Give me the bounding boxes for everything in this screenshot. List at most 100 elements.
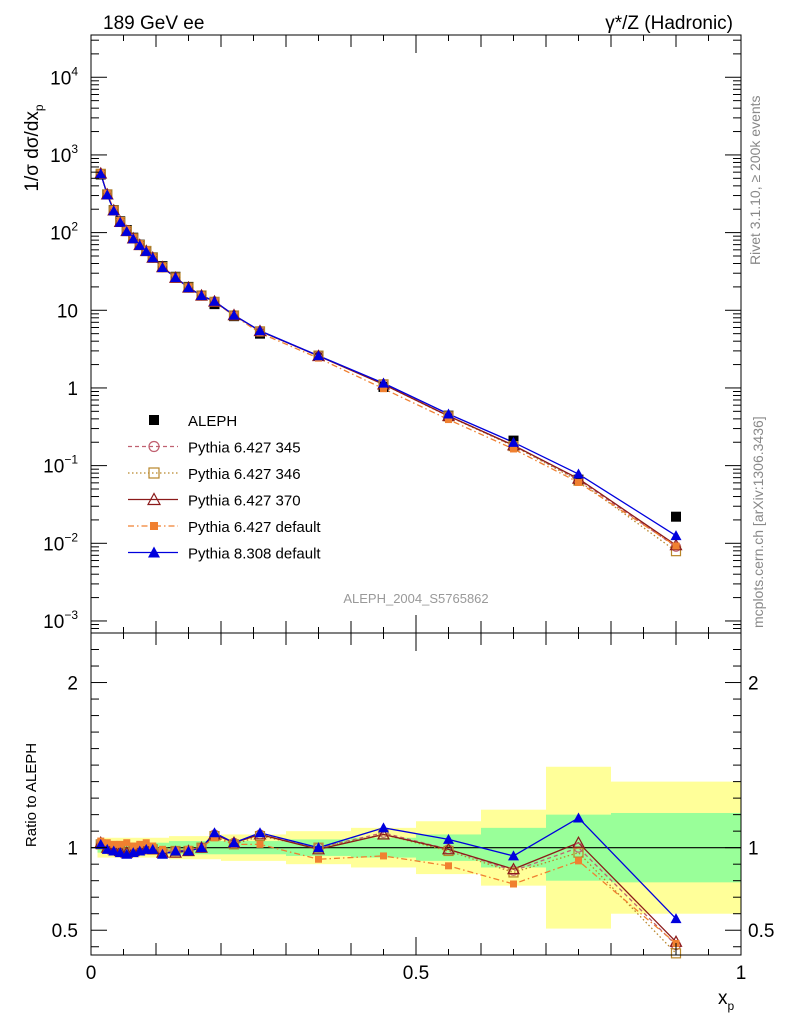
y-axis-label-sub: p [32,104,46,111]
series-point-4 [127,233,139,244]
legend-marker-1 [148,467,160,479]
ratio-point-3 [123,839,131,847]
series-point-3 [575,478,582,486]
ratio-point-3 [380,852,387,860]
y-tick-exp: −2 [64,530,78,544]
ratio-point-4 [573,812,584,823]
ratio-point-4 [670,913,682,924]
legend-marker-4 [148,546,160,558]
ratio-point-2 [506,862,521,875]
series-point-4 [196,289,207,300]
series-point-4 [228,309,240,320]
legend-label-2: Pythia 6.427 370 [188,493,301,510]
series-point-4 [114,216,126,227]
series-point-4 [170,271,181,282]
series-point-3 [510,445,517,453]
data-point [671,511,681,522]
y-tick-base: 10 [50,224,71,245]
ratio-tick-label-right: 0.5 [748,921,774,942]
series-point-4 [573,468,584,479]
y-tick-exp: 4 [71,64,78,78]
ratio-point-4 [183,845,194,856]
ratio-point-2 [376,827,391,840]
series-point-4 [147,252,159,263]
ratio-point-4 [209,827,220,838]
series-point-4 [443,408,454,419]
ratio-point-4 [101,843,113,854]
y-tick-exp: −1 [64,453,78,467]
ratio-y-axis-label: Ratio to ALEPH [23,743,40,847]
y-tick-exp: −3 [64,608,78,622]
ratio-point-3 [110,840,118,848]
ratio-point-1 [573,847,584,858]
ratio-point-3 [315,855,322,863]
x-tick-label: 1 [736,963,747,984]
series-point-4 [670,530,682,541]
ratio-point-4 [108,845,120,856]
series-point-4 [183,282,194,293]
ratio-point-4 [95,838,107,849]
ratio-point-3 [510,880,517,888]
svg-text:1/σ dσ/dxp: 1/σ dσ/dxp [22,104,46,192]
side-text-mcplots: mcplots.cern.ch [arXiv:1306.3436] [750,416,766,628]
y-tick-base: 10 [43,534,64,555]
legend: ALEPH Pythia 6.427 345 Pythia 6.427 346 Pyt… [128,413,321,563]
ratio-point-3 [129,842,137,850]
ratio-tick-label-right: 2 [748,674,759,695]
series-point-4 [209,295,220,306]
legend-marker-2 [146,492,162,506]
ratio-point-3 [445,862,452,870]
ratio-point-4 [254,827,266,838]
analysis-watermark: ALEPH_2004_S5765862 [343,591,488,606]
y-tick-label: 104 [50,64,78,89]
ratio-point-3 [103,839,111,847]
series-point-4 [95,168,107,179]
series-line-3 [100,172,677,547]
x-tick-label: 0 [86,963,97,984]
y-tick-label: 10 [57,301,78,322]
ratio-point-4 [508,850,519,861]
y-tick-base: 1 [67,379,78,400]
y-tick-label: 103 [50,142,78,167]
ratio-point-4 [114,847,126,858]
legend-label-data: ALEPH [188,413,237,430]
side-text-rivet: Rivet 3.1.10, ≥ 200k events [747,95,763,265]
series-point-4 [121,225,133,236]
ratio-point-3 [136,840,144,848]
series-line-0 [100,173,677,548]
y-tick-label: 102 [50,220,78,245]
x-axis-label: xp [718,988,735,1013]
x-axis-label-main: x [718,988,728,1009]
series-point-4 [378,377,389,388]
ratio-point-3 [211,834,218,842]
ratio-point-4 [378,822,389,833]
series-point-4 [134,239,146,250]
ratio-point-2 [441,842,456,855]
ratio-point-4 [147,843,159,854]
y-tick-exp: 3 [71,142,78,156]
y-tick-base: 10 [57,301,78,322]
title-left: 189 GeV ee [103,13,204,34]
y-tick-label: 10−2 [43,530,78,555]
series-point-3 [380,385,387,393]
series-point-4 [101,189,113,200]
y-axis-label-main: 1/σ dσ/dx [22,111,43,192]
ratio-point-2 [571,835,586,848]
ratio-point-4 [228,837,240,848]
ratio-point-3 [575,857,582,865]
series-point-3 [445,416,452,424]
ratio-tick-label-right: 1 [748,839,759,860]
y-tick-base: 10 [43,457,64,478]
ratio-point-4 [157,848,168,859]
x-tick-label: 0.5 [403,963,429,984]
legend-label-4: Pythia 8.308 default [188,546,321,563]
y-tick-base: 10 [50,68,71,89]
legend-label-1: Pythia 6.427 346 [188,466,301,483]
ratio-point-4 [443,833,454,844]
y-tick-label: 10−1 [43,453,78,478]
series-point-4 [140,245,152,256]
y-axis-label: 1/σ dσ/dxp [22,104,46,192]
series-point-4 [108,205,120,216]
ratio-point-4 [170,845,181,856]
